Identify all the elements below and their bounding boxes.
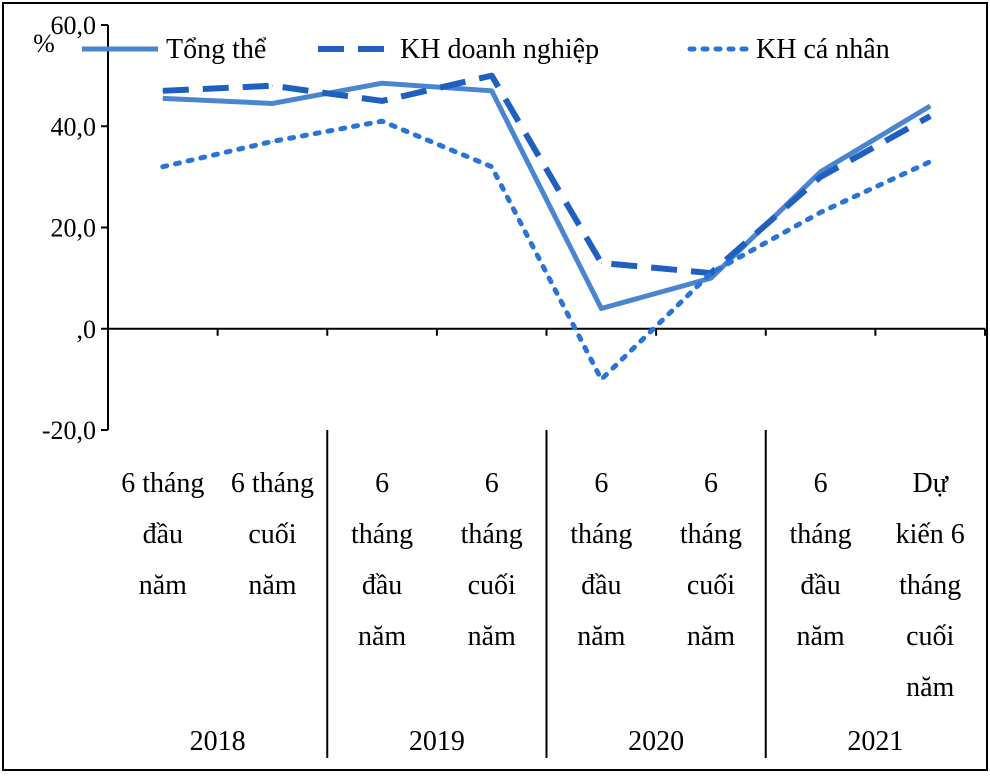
category-label-line: cuối [687, 570, 735, 601]
series-point [271, 85, 273, 87]
category-label-line: 6 tháng [121, 468, 204, 499]
category-label-line: năm [687, 621, 735, 652]
y-tick-label: ,0 [77, 315, 97, 344]
year-label: 2018 [190, 726, 246, 757]
category-label-line: cuối [248, 519, 296, 550]
series-point [491, 166, 493, 168]
category-label-line: đầu [581, 570, 621, 601]
category-label-line: 6 tháng [231, 468, 314, 499]
series-point [820, 211, 822, 213]
y-tick-label: 40,0 [51, 112, 97, 141]
series-line-2 [162, 72, 932, 277]
category-label-line: năm [796, 621, 844, 652]
series-point [820, 176, 822, 178]
series-point [929, 105, 931, 107]
series-point [381, 120, 383, 122]
year-label: 2020 [628, 726, 684, 757]
category-label-line: tháng [570, 519, 632, 550]
series-point [710, 272, 712, 274]
series-point [491, 75, 493, 77]
series-point [381, 82, 383, 84]
category-label: 6 tháng cuối năm [680, 468, 742, 652]
series-layer [160, 72, 933, 382]
category-label: 6 tháng cuối năm [231, 468, 314, 601]
year-label: 2019 [409, 726, 465, 757]
legend-label-1: Tổng thể [166, 34, 267, 65]
category-label-line: đầu [143, 519, 183, 550]
category-label: 6 tháng đầu năm [121, 468, 204, 601]
category-label-line: năm [468, 621, 516, 652]
legend-label-2: KH doanh nghiệp [400, 34, 599, 65]
series-point [381, 100, 383, 102]
series-point [162, 90, 164, 92]
category-label-line: tháng [461, 519, 523, 550]
category-label-line: năm [358, 621, 406, 652]
category-label-line: năm [906, 672, 954, 703]
axes: 60,0 40,0 20,0 ,0 -20,0% [33, 11, 986, 758]
category-label-line: năm [248, 570, 296, 601]
category-label-line: 6 [594, 468, 608, 499]
category-label: 6 tháng đầu năm [351, 468, 413, 652]
category-label-line: tháng [680, 519, 742, 550]
series-point [491, 90, 493, 92]
y-unit-label: % [33, 29, 55, 58]
category-label-line: cuối [906, 621, 954, 652]
series-point [600, 308, 602, 309]
category-label-line: tháng [351, 519, 413, 550]
category-label: 6 tháng cuối năm [461, 468, 523, 652]
category-label-line: 6 [485, 468, 499, 499]
series-point [929, 115, 931, 117]
category-label-line: đầu [362, 570, 402, 601]
category-label-line: 6 [704, 468, 718, 499]
series-point [162, 166, 164, 168]
category-label-line: 6 [375, 468, 389, 499]
category-label-line: năm [139, 570, 187, 601]
category-label: 6 tháng đầu năm [789, 468, 851, 652]
category-label-line: tháng [789, 519, 851, 550]
category-label: Dự kiến 6 tháng cuối năm [896, 468, 965, 703]
series-point [820, 171, 822, 173]
series-point [271, 102, 273, 104]
year-label: 2021 [847, 726, 903, 757]
y-tick-label: 20,0 [51, 214, 97, 243]
series-point [710, 277, 712, 279]
category-label-line: đầu [800, 570, 840, 601]
series-point [271, 140, 273, 142]
category-label: 6 tháng đầu năm [570, 468, 632, 652]
legend: Tổng thể KH doanh nghiệp KH cá nhân [82, 34, 890, 65]
y-tick-label: -20,0 [42, 416, 96, 445]
series-line-3 [160, 118, 933, 382]
category-label-line: cuối [468, 570, 516, 601]
category-label-line: 6 [814, 468, 828, 499]
y-tick-label: 60,0 [51, 11, 97, 40]
category-label-line: tháng [899, 570, 961, 601]
series-point [929, 161, 931, 163]
legend-label-3: KH cá nhân [756, 34, 890, 65]
category-label-line: kiến 6 [896, 519, 965, 550]
series-point [162, 97, 164, 99]
category-label-line: Dự [912, 468, 948, 499]
series-point [600, 262, 602, 264]
series-point [600, 378, 602, 380]
category-label-line: năm [577, 621, 625, 652]
